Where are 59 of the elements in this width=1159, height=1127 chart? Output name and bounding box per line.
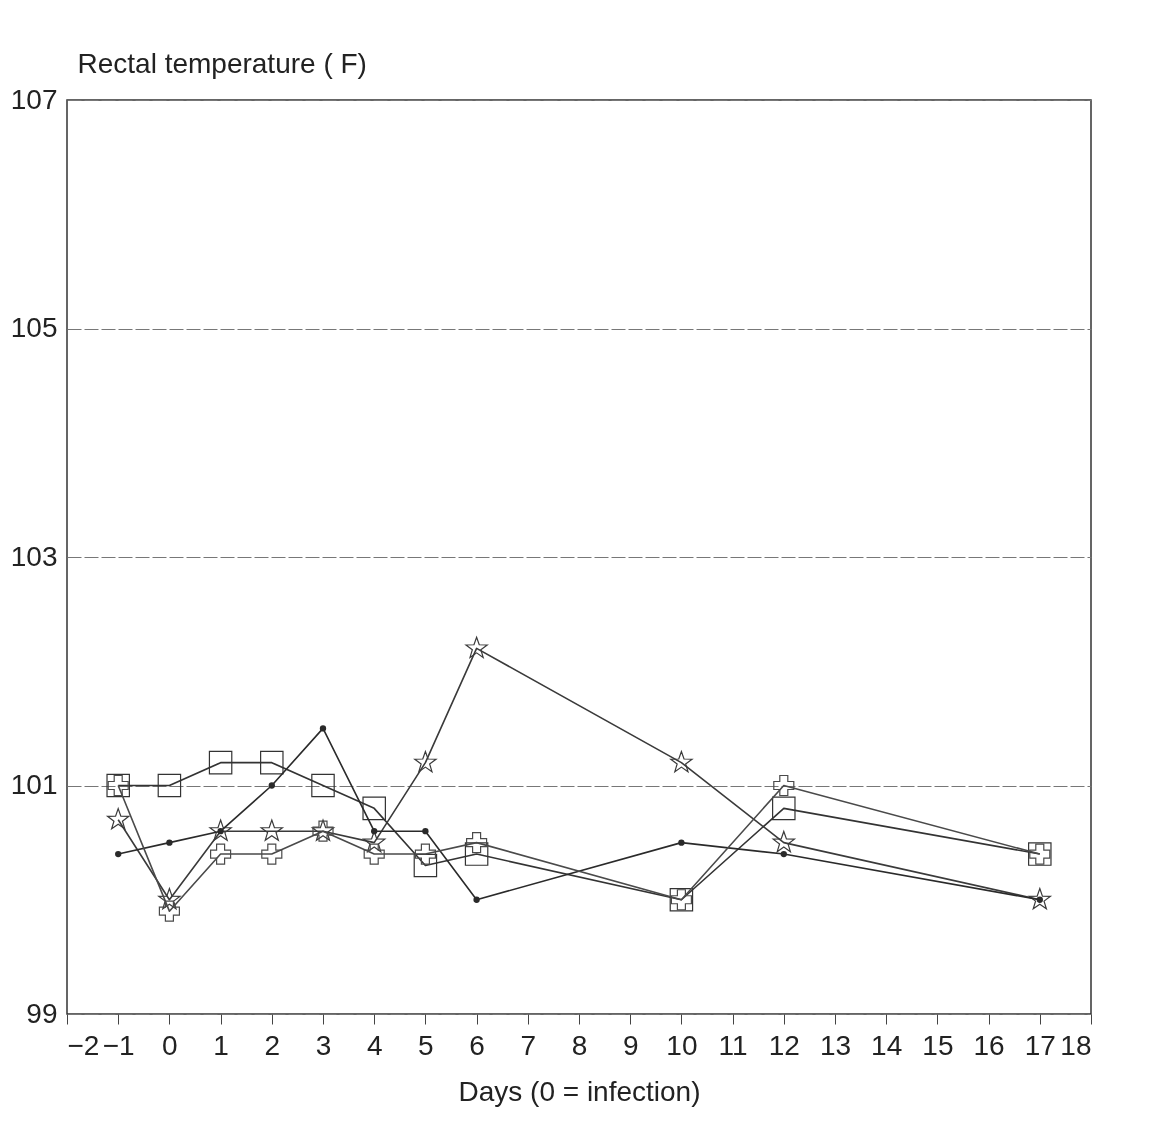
- x-tick-label: 8: [571, 1029, 588, 1061]
- point: [413, 853, 438, 878]
- point: [268, 782, 275, 789]
- x-tick-label: 2: [264, 1029, 281, 1061]
- point: [106, 808, 130, 830]
- x-tick-label: −1: [102, 1029, 135, 1061]
- y-tick-label: 107: [10, 83, 58, 115]
- x-tick-label: 12: [768, 1029, 800, 1061]
- point: [158, 900, 180, 922]
- point: [362, 796, 386, 821]
- point: [157, 773, 182, 798]
- x-tick-label: 3: [315, 1029, 332, 1061]
- x-axis-title: Days (0 = infection): [458, 1075, 701, 1107]
- y-tick-label: 105: [10, 312, 58, 343]
- point: [670, 750, 693, 773]
- point: [311, 773, 335, 798]
- x-tick-label: 4: [366, 1029, 383, 1061]
- point: [166, 839, 173, 846]
- x-tick-label: 13: [819, 1029, 852, 1061]
- x-tick-label: 15: [922, 1029, 954, 1061]
- x-tick-label: 16: [973, 1029, 1005, 1061]
- point: [115, 850, 122, 858]
- point: [473, 896, 480, 903]
- point: [466, 832, 488, 854]
- point: [363, 843, 385, 865]
- point: [773, 774, 795, 797]
- x-tick-label: 7: [520, 1029, 537, 1061]
- point: [772, 830, 796, 853]
- x-tick-label: 18: [1060, 1029, 1092, 1061]
- point: [260, 750, 284, 775]
- x-tick-label: 9: [622, 1029, 639, 1061]
- x-tick-label: −2: [67, 1029, 100, 1061]
- point: [678, 839, 685, 846]
- point: [208, 750, 233, 775]
- point: [464, 842, 489, 866]
- x-tick-label: 0: [162, 1029, 178, 1061]
- point: [371, 828, 378, 835]
- x-tick-label: 6: [469, 1029, 485, 1061]
- point: [465, 636, 488, 659]
- point: [414, 750, 437, 773]
- y-axis-title: Rectal temperature ( F): [77, 47, 367, 79]
- point: [772, 796, 796, 821]
- point: [319, 725, 327, 732]
- point: [780, 850, 787, 858]
- point: [158, 887, 181, 910]
- x-tick-label: 5: [418, 1029, 434, 1061]
- point: [260, 819, 284, 841]
- x-tick-label: 11: [718, 1029, 748, 1061]
- y-tick-label: 103: [10, 540, 58, 572]
- x-tick-label: 17: [1024, 1029, 1056, 1061]
- point: [210, 843, 232, 865]
- point: [422, 828, 429, 835]
- y-tick-label: 101: [10, 769, 58, 800]
- y-tick-label: 99: [26, 997, 58, 1029]
- point: [414, 843, 436, 865]
- x-tick-label: 14: [871, 1029, 903, 1061]
- x-tick-label: 1: [213, 1029, 229, 1061]
- x-tick-label: 10: [666, 1029, 698, 1061]
- point: [261, 843, 283, 865]
